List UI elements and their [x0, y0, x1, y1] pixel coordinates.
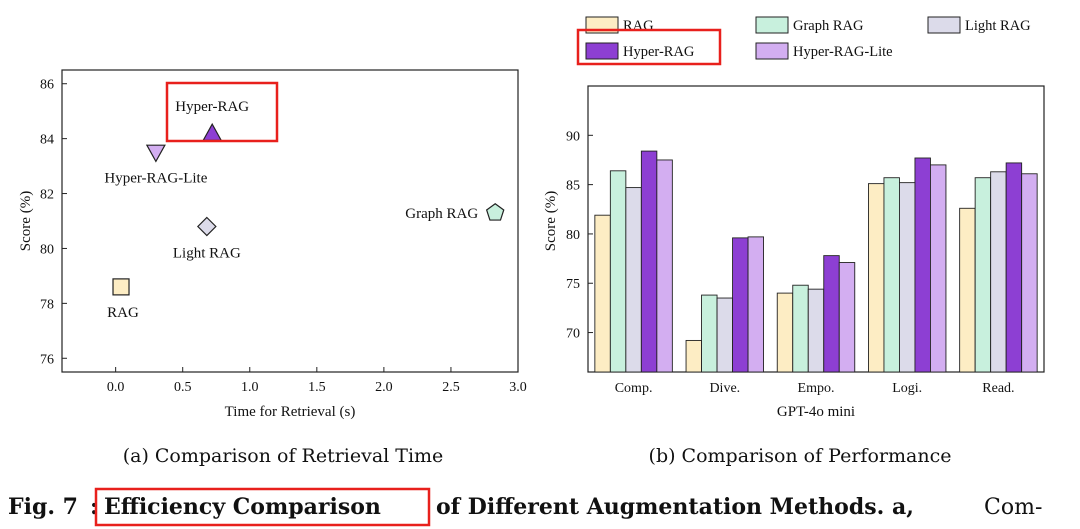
subtitle-b: (b) Comparison of Performance	[649, 445, 952, 467]
scatter-y-tick-label: 82	[40, 188, 54, 203]
bar-legend: RAG Graph RAG Light RAG Hyper-RAG Hyper-RAG-…	[585, 16, 1031, 60]
bar-marks	[594, 150, 1038, 373]
legend-label-light-rag: Light RAG	[965, 18, 1031, 34]
bar-hyper-rag-lite-empo	[838, 262, 856, 373]
legend-swatch-graph-rag	[755, 16, 789, 34]
hyper-rag-point-label: Hyper-RAG	[175, 99, 249, 115]
bar-graph-rag-empo	[792, 284, 809, 373]
scatter-y-tick-label: 80	[40, 242, 54, 257]
bar-hyper-rag-lite-logi	[930, 164, 947, 373]
bar-y-axis-label: Score (%)	[543, 191, 559, 251]
graph-rag-point-label: Graph RAG	[405, 206, 478, 222]
bar-y-tick-label: 75	[566, 277, 580, 292]
scatter-chart: 0.0 0.5 1.0 1.5 2.0 2.5 3.0 76 78 80 82 84 86 RAG Hyp…	[18, 69, 527, 420]
hyper-rag-highlight-box	[165, 81, 279, 143]
hyper-rag-point	[202, 122, 223, 141]
scatter-ticks: 0.0 0.5 1.0 1.5 2.0 2.5 3.0 76 78 80 82 84 86	[40, 78, 527, 395]
bar-ticks: 70 75 80 85 90 Comp. Dive. Empo. Logi. Read.	[566, 129, 1015, 396]
bar-hyper-rag-lite-dive	[747, 236, 764, 373]
scatter-plot-frame	[61, 69, 519, 373]
rag-point	[112, 278, 130, 296]
legend-label-hyper-rag-lite: Hyper-RAG-Lite	[793, 44, 893, 60]
legend-swatch-light-rag	[927, 16, 961, 34]
scatter-y-tick-label: 86	[40, 78, 54, 93]
scatter-x-tick-label: 1.0	[241, 380, 259, 395]
scatter-x-tick-label: 0.5	[174, 380, 192, 395]
scatter-y-tick-label: 84	[40, 133, 54, 148]
hyper-rag-legend-highlight-box	[576, 28, 722, 66]
caption-colon: :	[90, 494, 98, 520]
light-rag-point-label: Light RAG	[173, 245, 241, 261]
scatter-x-axis-label: Time for Retrieval (s)	[225, 404, 356, 420]
bar-y-tick-label: 90	[566, 129, 580, 144]
bar-rag-empo	[776, 292, 794, 373]
bar-light-rag-logi	[899, 182, 916, 373]
bar-hyper-rag-lite-read	[1021, 173, 1038, 373]
caption-highlighted: Efficiency Comparison	[104, 494, 381, 520]
rag-point-label: RAG	[107, 305, 139, 321]
bar-hyper-rag-logi	[914, 157, 931, 373]
bar-hyper-rag-dive	[732, 237, 749, 373]
caption-highlight-box	[94, 487, 431, 527]
scatter-y-tick-label: 76	[40, 352, 54, 367]
bar-light-rag-dive	[716, 297, 733, 373]
bar-graph-rag-read	[974, 177, 992, 373]
bar-x-tick-label: Comp.	[615, 381, 653, 396]
legend-swatch-hyper-rag-lite	[755, 42, 789, 60]
legend-label-rag: RAG	[623, 18, 654, 34]
subtitle-a: (a) Comparison of Retrieval Time	[123, 445, 444, 467]
bar-hyper-rag-lite-comp	[656, 159, 673, 373]
caption-tail: Com-	[984, 495, 1042, 520]
figure-caption: Fig. 7 : Efficiency Comparison of Differ…	[8, 487, 1042, 527]
bar-hyper-rag-read	[1005, 162, 1023, 373]
bar-light-rag-read	[990, 171, 1007, 373]
bar-y-tick-label: 80	[566, 228, 580, 243]
bar-hyper-rag-comp	[640, 150, 658, 373]
caption-prefix: Fig. 7	[8, 494, 78, 520]
bar-y-tick-label: 85	[566, 179, 580, 194]
bar-rag-dive	[685, 339, 702, 373]
hyper-rag-lite-point-label: Hyper-RAG-Lite	[104, 170, 207, 186]
bar-light-rag-empo	[807, 288, 825, 373]
bar-rag-logi	[868, 183, 885, 373]
graph-rag-point	[485, 203, 505, 221]
bar-x-axis-label: GPT-4o mini	[777, 404, 855, 420]
bar-hyper-rag-empo	[823, 255, 840, 373]
scatter-x-tick-label: 3.0	[509, 380, 527, 395]
bar-x-tick-label: Logi.	[892, 381, 922, 396]
bar-graph-rag-logi	[883, 177, 900, 373]
bar-light-rag-comp	[625, 187, 642, 373]
bar-rag-read	[959, 207, 976, 373]
hyper-rag-lite-point	[145, 144, 166, 163]
legend-label-hyper-rag: Hyper-RAG	[623, 44, 695, 60]
scatter-x-tick-label: 1.5	[308, 380, 326, 395]
bar-x-tick-label: Dive.	[709, 381, 740, 396]
bar-x-tick-label: Read.	[982, 381, 1014, 396]
bar-chart: 70 75 80 85 90 Comp. Dive. Empo. Logi. Read. GPT-…	[543, 16, 1045, 420]
bar-y-tick-label: 70	[566, 327, 580, 342]
bar-x-tick-label: Empo.	[798, 381, 835, 396]
caption-rest: of Different Augmentation Methods. a,	[436, 494, 914, 520]
bar-rag-comp	[594, 214, 611, 373]
scatter-y-axis-label: Score (%)	[18, 191, 34, 251]
bar-graph-rag-comp	[609, 170, 627, 373]
scatter-x-tick-label: 2.5	[442, 380, 460, 395]
legend-swatch-hyper-rag	[585, 42, 619, 60]
scatter-x-tick-label: 0.0	[107, 380, 125, 395]
bar-graph-rag-dive	[701, 294, 718, 373]
scatter-y-tick-label: 78	[40, 297, 54, 312]
scatter-x-tick-label: 2.0	[375, 380, 393, 395]
light-rag-point	[196, 216, 217, 237]
scatter-points: RAG Hyper-RAG-Lite Light RAG Hyper-RAG Graph…	[104, 99, 505, 321]
legend-label-graph-rag: Graph RAG	[793, 18, 864, 34]
